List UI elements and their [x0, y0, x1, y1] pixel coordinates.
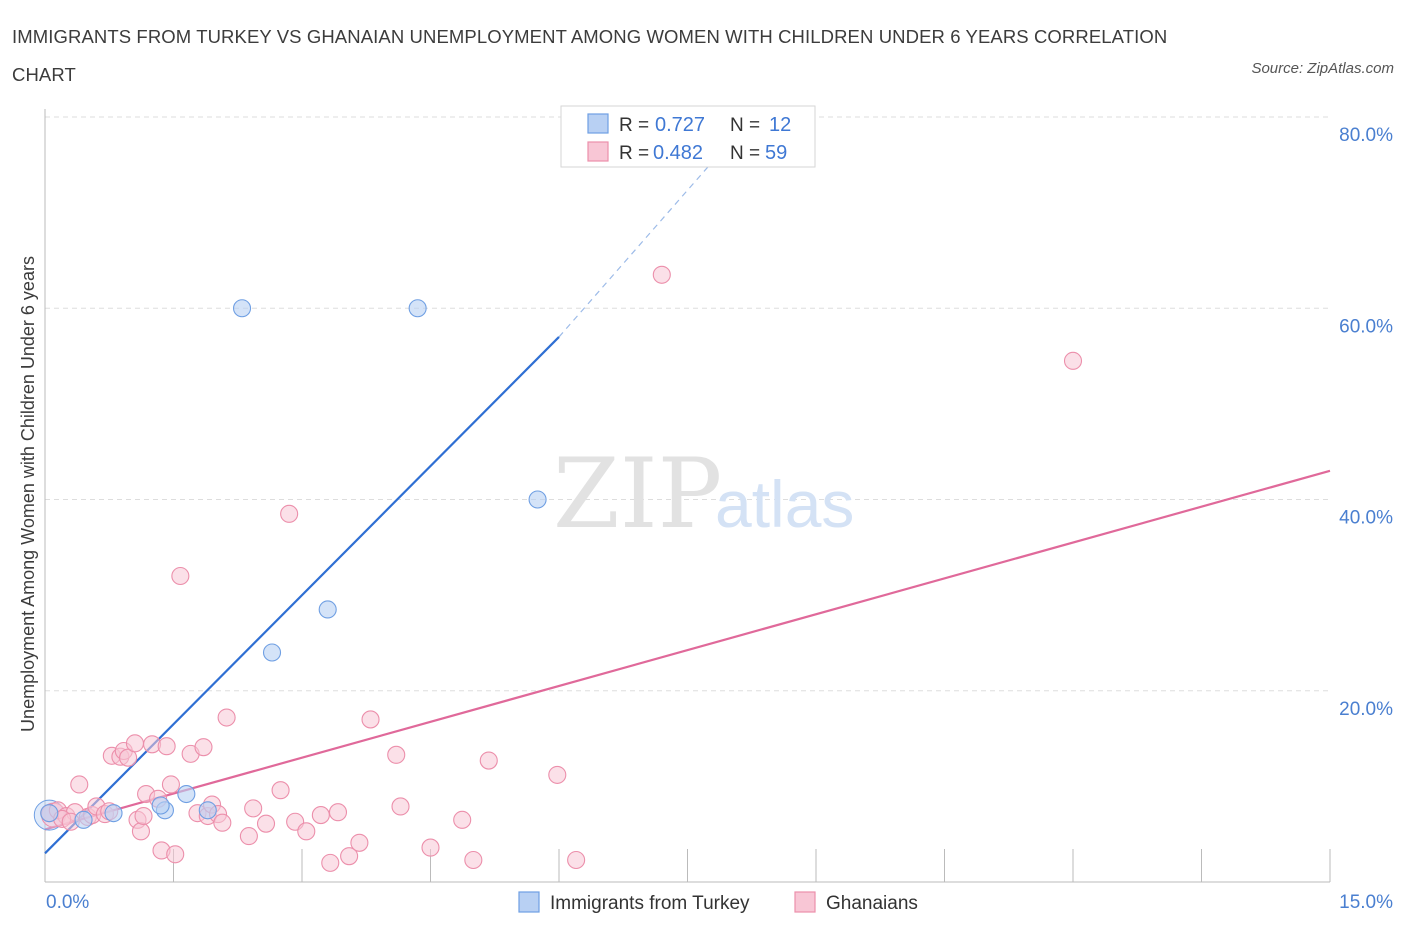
grid-layer — [45, 116, 1330, 692]
point-turkey-11 — [528, 490, 547, 509]
point-ghanaians-42 — [328, 803, 348, 822]
point-ghanaians-53 — [567, 850, 586, 870]
x-tick-label-0: 0.0% — [46, 892, 89, 913]
legend-stats: R = 0.727 N = 12 R = 0.482 N = 59 — [560, 105, 816, 168]
point-ghanaians-47 — [391, 797, 410, 816]
legend-r-label-pink: R = — [619, 143, 649, 164]
point-ghanaians-55 — [1063, 351, 1083, 370]
point-ghanaians-52 — [548, 765, 567, 784]
point-turkey-8 — [262, 643, 282, 662]
point-ghanaians-36 — [271, 781, 290, 800]
point-turkey-2 — [104, 804, 123, 823]
point-ghanaians-35 — [256, 814, 276, 833]
point-ghanaians-16 — [131, 822, 150, 841]
point-ghanaians-27 — [194, 738, 213, 757]
legend-r-label-blue: R = — [619, 115, 649, 136]
points-layer — [33, 265, 1083, 872]
y-tick-label-2: 60.0% — [1339, 316, 1393, 337]
point-turkey-10 — [408, 299, 427, 318]
point-ghanaians-4 — [70, 775, 89, 794]
point-ghanaians-23 — [166, 845, 185, 864]
point-ghanaians-22 — [161, 775, 180, 794]
point-ghanaians-21 — [157, 737, 176, 756]
point-ghanaians-58 — [134, 806, 153, 826]
point-ghanaians-54 — [652, 265, 671, 284]
legend-n-value-blue: 12 — [769, 114, 791, 136]
legend-n-label-pink: N = — [730, 143, 760, 164]
point-ghanaians-39 — [297, 822, 316, 841]
axis-layer — [44, 109, 1331, 883]
point-ghanaians-49 — [453, 810, 472, 829]
point-ghanaians-43 — [340, 847, 359, 866]
point-turkey-0 — [40, 804, 59, 823]
tick-labels: 20.0% 40.0% 60.0% 80.0% 0.0% 15.0% — [46, 125, 1393, 913]
point-ghanaians-50 — [464, 850, 483, 870]
point-ghanaians-14 — [125, 734, 144, 753]
point-ghanaians-24 — [171, 566, 190, 586]
point-ghanaians-34 — [244, 799, 263, 818]
point-turkey-1 — [74, 810, 93, 829]
point-turkey-7 — [232, 299, 252, 318]
y-axis-title: Unemployment Among Women with Children U… — [18, 256, 38, 732]
legend-series: Immigrants from Turkey Ghanaians — [518, 891, 918, 914]
y-tick-label-3: 80.0% — [1339, 125, 1393, 146]
point-turkey-4 — [151, 796, 170, 815]
legend-swatch-pink — [587, 141, 609, 162]
point-ghanaians-46 — [387, 745, 406, 764]
legend-swatch-turkey — [518, 891, 540, 913]
watermark-zip: ZIP — [553, 438, 722, 550]
y-tick-label-0: 20.0% — [1339, 699, 1393, 720]
point-turkey-6 — [198, 801, 217, 820]
point-ghanaians-41 — [321, 853, 340, 872]
point-ghanaians-45 — [361, 710, 380, 729]
legend-n-label-blue: N = — [730, 115, 760, 136]
source-label: Source: ZipAtlas.com — [1251, 60, 1394, 77]
trendline-turkey-extension — [558, 121, 748, 338]
point-turkey-9 — [318, 600, 337, 619]
legend-r-value-blue: 0.727 — [655, 114, 705, 136]
legend-label-turkey: Immigrants from Turkey — [550, 893, 750, 914]
point-ghanaians-48 — [421, 838, 440, 857]
legend-r-value-pink: 0.482 — [653, 142, 703, 164]
point-ghanaians-37 — [280, 504, 299, 523]
point-ghanaians-51 — [479, 751, 498, 770]
point-ghanaians-40 — [311, 806, 330, 825]
trend-layer — [44, 121, 1331, 855]
legend-swatch-ghanaians — [794, 891, 816, 913]
legend-swatch-blue — [587, 113, 609, 134]
legend-label-ghanaians: Ghanaians — [826, 893, 918, 914]
chart-title: IMMIGRANTS FROM TURKEY VS GHANAIAN UNEMP… — [12, 26, 1168, 85]
legend-n-value-pink: 59 — [765, 142, 787, 164]
point-ghanaians-44 — [350, 833, 369, 852]
watermark-atlas: atlas — [715, 467, 854, 541]
trendline-turkey — [44, 336, 560, 855]
point-ghanaians-31 — [213, 813, 232, 832]
y-tick-label-1: 40.0% — [1339, 508, 1393, 529]
point-ghanaians-33 — [239, 827, 258, 846]
watermark: ZIP atlas — [553, 438, 854, 550]
trendline-ghanaians — [44, 469, 1331, 831]
point-turkey-5 — [177, 784, 196, 804]
point-ghanaians-32 — [217, 708, 236, 727]
x-tick-label-1: 15.0% — [1339, 892, 1393, 913]
